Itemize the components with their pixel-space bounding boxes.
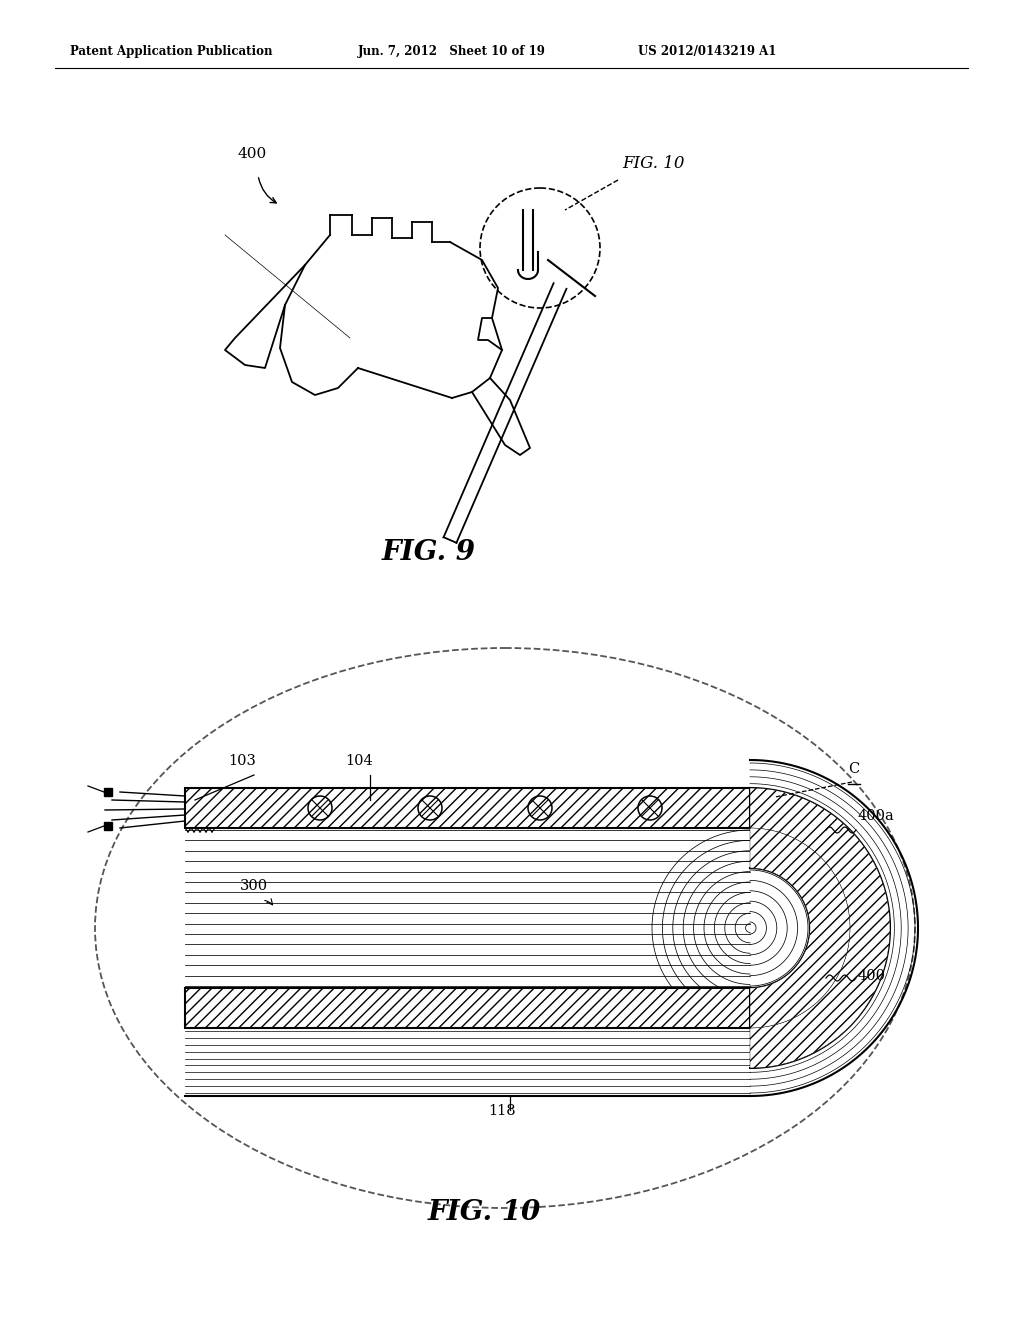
Text: US 2012/0143219 A1: US 2012/0143219 A1	[638, 45, 776, 58]
Bar	[185, 788, 750, 828]
Polygon shape	[750, 828, 850, 1028]
Polygon shape	[750, 788, 890, 1068]
Bar	[185, 987, 750, 1028]
Bar	[185, 788, 750, 828]
Text: 103: 103	[228, 754, 256, 768]
Text: C: C	[848, 762, 859, 776]
Text: FIG. 10: FIG. 10	[622, 154, 684, 172]
Text: FIG. 10: FIG. 10	[428, 1199, 542, 1226]
Text: Jun. 7, 2012   Sheet 10 of 19: Jun. 7, 2012 Sheet 10 of 19	[358, 45, 546, 58]
Text: 104: 104	[345, 754, 373, 768]
Text: 300: 300	[240, 879, 268, 894]
Text: 400: 400	[858, 969, 886, 983]
Bar	[104, 788, 112, 796]
Bar	[185, 987, 750, 1028]
Text: Patent Application Publication: Patent Application Publication	[70, 45, 272, 58]
Text: 400: 400	[238, 147, 267, 161]
Text: FIG. 9: FIG. 9	[382, 539, 476, 566]
Text: 400a: 400a	[858, 809, 895, 822]
Text: 118: 118	[488, 1104, 516, 1118]
Bar	[104, 822, 112, 830]
